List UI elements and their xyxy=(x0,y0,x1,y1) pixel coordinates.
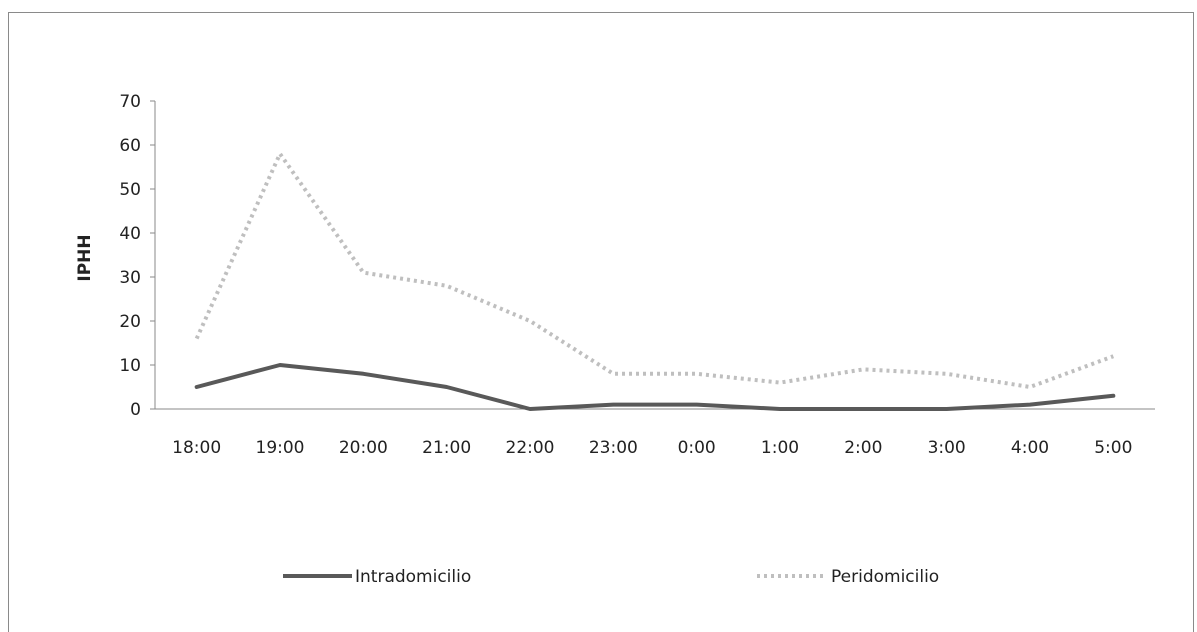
y-tick-label-70: 70 xyxy=(119,92,141,112)
legend-item-intradomicilio: Intradomicilio xyxy=(283,567,471,587)
y-tick-label-10: 10 xyxy=(119,356,141,376)
legend-item-peridomicilio: Peridomicilio xyxy=(757,567,939,587)
x-tick-label-23-00: 23:00 xyxy=(589,438,638,458)
x-tick-label-5-00: 5:00 xyxy=(1094,438,1132,458)
series-line-peridomicilio xyxy=(197,154,1114,387)
x-tick-label-4-00: 4:00 xyxy=(1011,438,1049,458)
y-tick-label-20: 20 xyxy=(119,312,141,332)
x-tick-label-21-00: 21:00 xyxy=(422,438,471,458)
y-tick-labels: 0 10 20 30 40 50 60 70 xyxy=(119,92,155,420)
x-tick-label-3-00: 3:00 xyxy=(928,438,966,458)
y-tick-label-60: 60 xyxy=(119,136,141,156)
series-layer xyxy=(197,154,1114,409)
x-tick-label-0-00: 0:00 xyxy=(678,438,716,458)
chart-axes xyxy=(155,101,1155,409)
y-tick-label-30: 30 xyxy=(119,268,141,288)
legend-label-intradomicilio: Intradomicilio xyxy=(355,567,471,587)
x-tick-label-18-00: 18:00 xyxy=(172,438,221,458)
x-tick-label-2-00: 2:00 xyxy=(844,438,882,458)
x-tick-label-1-00: 1:00 xyxy=(761,438,799,458)
y-tick-label-40: 40 xyxy=(119,224,141,244)
x-tick-label-20-00: 20:00 xyxy=(339,438,388,458)
x-tick-label-22-00: 22:00 xyxy=(506,438,555,458)
y-tick-label-0: 0 xyxy=(130,400,141,420)
x-tick-labels: 18:00 19:00 20:00 21:00 22:00 23:00 0:00 1:00 2:… xyxy=(172,438,1132,458)
x-tick-label-19-00: 19:00 xyxy=(256,438,305,458)
series-line-intradomicilio xyxy=(197,365,1114,409)
y-axis-label: IPHH xyxy=(75,234,95,281)
legend: Intradomicilio Peridomicilio xyxy=(283,567,939,587)
legend-label-peridomicilio: Peridomicilio xyxy=(831,567,939,587)
y-tick-label-50: 50 xyxy=(119,180,141,200)
